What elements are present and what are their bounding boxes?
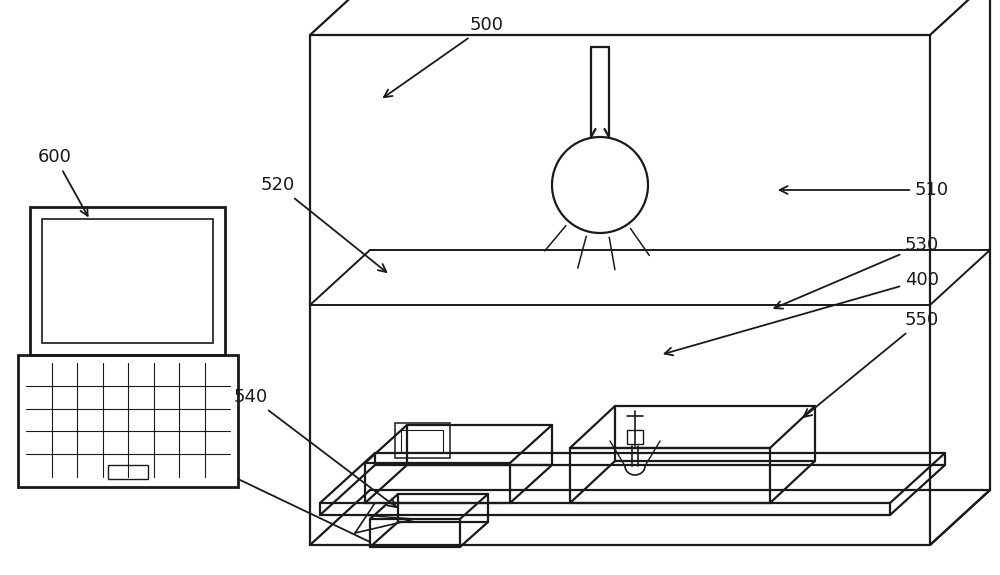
Bar xyxy=(30,207,225,355)
Bar xyxy=(401,430,443,452)
Text: 510: 510 xyxy=(780,181,949,199)
Bar xyxy=(42,219,213,343)
Text: 540: 540 xyxy=(234,388,396,507)
Bar xyxy=(18,355,238,487)
Text: 500: 500 xyxy=(384,16,504,97)
Circle shape xyxy=(552,137,648,233)
Text: 530: 530 xyxy=(774,236,939,309)
Text: 400: 400 xyxy=(665,271,939,355)
Bar xyxy=(395,423,450,458)
Bar xyxy=(108,465,148,479)
Text: 550: 550 xyxy=(804,311,939,417)
Bar xyxy=(627,430,643,444)
Text: 520: 520 xyxy=(261,176,386,272)
Text: 600: 600 xyxy=(38,148,88,216)
